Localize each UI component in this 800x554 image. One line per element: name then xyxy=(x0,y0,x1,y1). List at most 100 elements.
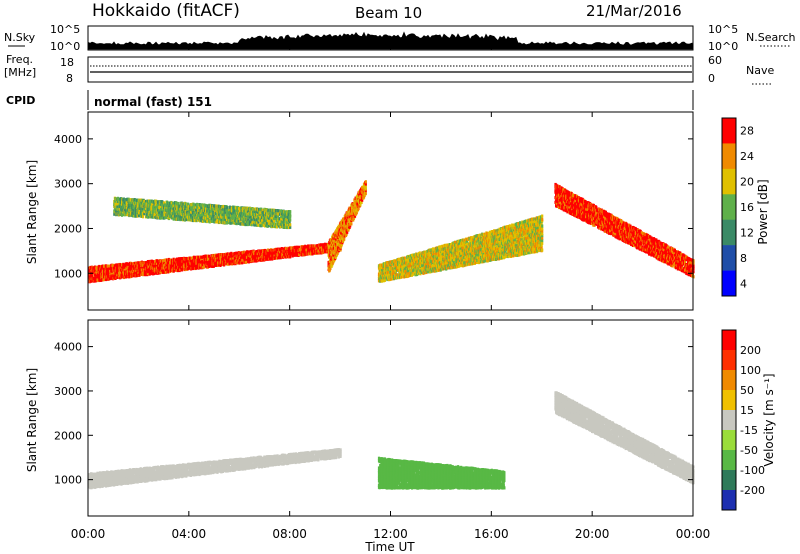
data-cell xyxy=(494,231,497,235)
data-cell xyxy=(497,232,500,236)
data-cell xyxy=(431,262,434,266)
data-cell xyxy=(203,262,206,266)
data-cell xyxy=(486,246,489,250)
data-cell xyxy=(164,258,167,262)
data-cell xyxy=(142,265,145,269)
data-cell xyxy=(244,260,247,264)
data-cell xyxy=(247,258,250,262)
data-cell xyxy=(344,213,347,217)
data-cell xyxy=(498,234,501,238)
data-cell xyxy=(455,243,459,247)
data-cell xyxy=(465,260,468,264)
data-cell xyxy=(162,270,165,274)
data-cell xyxy=(215,258,218,262)
data-cell xyxy=(172,263,175,268)
data-cell xyxy=(294,253,297,257)
data-cell xyxy=(458,258,462,262)
data-cell xyxy=(167,270,170,274)
data-cell xyxy=(163,266,166,270)
data-cell xyxy=(234,256,237,260)
data-cell xyxy=(445,246,448,250)
date-title: 21/Mar/2016 xyxy=(586,2,682,20)
data-cell xyxy=(487,231,490,235)
data-cell xyxy=(110,276,113,280)
data-cell xyxy=(487,239,490,243)
data-cell xyxy=(305,248,308,252)
data-cell xyxy=(473,256,477,260)
data-cell xyxy=(448,243,451,247)
data-cell xyxy=(266,254,269,258)
data-cell xyxy=(244,253,247,257)
data-cell xyxy=(274,256,277,260)
data-cell xyxy=(95,270,98,274)
data-cell xyxy=(514,225,517,229)
data-cell xyxy=(141,270,144,275)
data-cell xyxy=(484,233,487,238)
data-cell xyxy=(248,250,251,254)
data-cell xyxy=(188,266,191,270)
data-cell xyxy=(315,250,318,255)
data-cell xyxy=(392,272,395,276)
noise-right-tick-bottom: 10^0 xyxy=(708,40,738,53)
data-cell xyxy=(472,258,475,262)
data-cell xyxy=(288,249,291,253)
data-cell xyxy=(113,273,116,277)
data-cell xyxy=(189,256,192,260)
data-cell xyxy=(424,252,427,256)
data-cell xyxy=(101,274,104,279)
data-cell xyxy=(109,264,112,268)
data-cell xyxy=(122,263,125,267)
data-cell xyxy=(445,263,448,267)
data-cell xyxy=(463,251,466,255)
data-cell xyxy=(436,259,439,263)
data-cell xyxy=(445,254,448,258)
data-cell xyxy=(139,264,142,268)
data-cell xyxy=(186,264,189,269)
data-cell xyxy=(295,248,298,252)
data-cell xyxy=(98,270,101,274)
data-cell xyxy=(91,269,94,273)
data-cell xyxy=(505,254,508,258)
data-cell xyxy=(422,264,425,268)
data-cell xyxy=(442,244,445,248)
data-cell xyxy=(232,258,235,263)
data-cell xyxy=(98,275,101,279)
data-cell xyxy=(304,244,307,248)
data-cell xyxy=(175,266,178,270)
data-cell xyxy=(250,256,253,260)
data-cell xyxy=(224,260,227,264)
data-cell xyxy=(145,272,148,277)
data-cell xyxy=(240,253,243,257)
data-cell xyxy=(423,253,426,257)
data-cell xyxy=(107,272,110,276)
data-cell xyxy=(105,277,108,281)
data-cell xyxy=(122,270,125,274)
data-cell xyxy=(116,268,119,272)
data-cell xyxy=(199,266,202,270)
data-cell xyxy=(327,260,330,265)
data-cell xyxy=(485,251,488,255)
data-cell xyxy=(386,264,389,268)
data-cell xyxy=(421,266,424,270)
data-cell xyxy=(420,261,423,265)
data-cell xyxy=(424,250,427,254)
data-cell xyxy=(226,252,229,256)
data-cell xyxy=(470,259,473,263)
data-cell xyxy=(359,203,362,207)
data-cell xyxy=(253,254,256,258)
data-cell xyxy=(412,266,415,270)
data-cell xyxy=(106,264,109,268)
data-cell xyxy=(283,253,286,257)
data-cell xyxy=(158,263,161,267)
data-cell xyxy=(454,240,457,244)
data-cell xyxy=(496,247,499,251)
data-cell xyxy=(330,254,333,258)
data-cell xyxy=(499,247,502,251)
data-cell xyxy=(506,247,509,251)
data-cell xyxy=(379,274,382,278)
data-cell xyxy=(133,261,136,265)
data-cell xyxy=(281,253,285,257)
data-cell xyxy=(117,274,120,278)
data-cell xyxy=(247,255,250,259)
data-cell xyxy=(108,277,111,281)
